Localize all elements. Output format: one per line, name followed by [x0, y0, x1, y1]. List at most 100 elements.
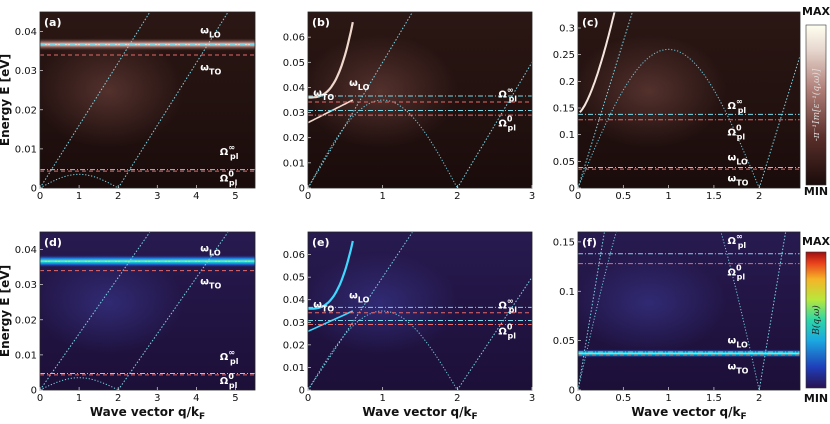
colorbar-bottom-min: MIN — [804, 392, 828, 405]
panel-e-omega-to-label: ωTO — [313, 300, 334, 314]
panel-a-ytick-label: 0.02 — [15, 105, 37, 116]
panel-a-eh-boundary-2 — [117, 12, 229, 188]
panel-b-xtick-label: 2 — [454, 191, 460, 202]
panel-f-continuum — [578, 252, 727, 354]
panel-b-ytick-label: 0.02 — [283, 133, 305, 144]
panel-a-ytick-label: 0.04 — [15, 27, 37, 38]
panel-f-ytick-label: 0.05 — [553, 336, 575, 347]
panel-a-xtick-label: 0 — [37, 191, 43, 202]
panel-d-eh-boundary-2 — [117, 232, 229, 390]
panel-a-ylabel: Energy E [eV] — [0, 54, 12, 146]
panel-a-xtick-label: 4 — [193, 191, 199, 202]
panel-b-ytick-label: 0 — [299, 184, 305, 195]
panel-a-ytick-label: 0.01 — [15, 144, 37, 155]
panel-d: ωLO ωTO Ω∞ pl Ω0 pl (d) 0 1 2 3 4 5 0 0.01 0.02 0.03 0.04… — [0, 231, 256, 422]
panel-d-xtick-label: 0 — [37, 393, 43, 404]
panel-a-omega-to-label: ωTO — [200, 63, 221, 77]
panel-f-xtick-label: 0 — [575, 393, 581, 404]
panel-a-label: (a) — [44, 16, 61, 29]
panel-e-ytick-label: 0.03 — [283, 318, 305, 329]
panel-b-omega-lo-label: ωLO — [349, 78, 370, 92]
panel-f-omega-to-label: ωTO — [728, 361, 749, 375]
panel-f-eh-boundary-1 — [578, 232, 605, 390]
colorbar-top-min: MIN — [804, 185, 828, 198]
panel-b-frame — [307, 11, 533, 189]
panel-e-xtick-label: 0 — [305, 393, 311, 404]
panel-c-omega-to-label: ωTO — [728, 174, 749, 188]
panel-c-ytick-label: 0 — [569, 184, 575, 195]
panel-a-dome — [40, 173, 119, 188]
panel-c-xtick-label: 1.5 — [706, 191, 722, 202]
panel-e-frame — [307, 231, 533, 391]
panel-d-omega-to-label: ωTO — [200, 277, 221, 291]
panel-e-ytick-label: 0.01 — [283, 363, 305, 374]
panel-c-ytick-label: 0.25 — [553, 50, 575, 61]
panel-d-xtick-label: 5 — [232, 393, 238, 404]
panel-b-ytick-label: 0.03 — [283, 108, 305, 119]
panel-e-xtick-label: 1 — [379, 393, 385, 404]
panel-e-plot — [308, 232, 532, 390]
colorbar-top-gradient — [805, 24, 827, 186]
panel-b-ytick-label: 0.01 — [283, 158, 305, 169]
panel-f-xtick-label: 0.5 — [615, 393, 631, 404]
panel-e-ytick-label: 0.06 — [283, 250, 305, 261]
panel-b-label: (b) — [312, 16, 330, 29]
panel-b-ytick-label: 0.05 — [283, 58, 305, 69]
panel-c-dome — [578, 48, 760, 188]
panel-e-lower-branch — [308, 310, 354, 333]
panel-d-frame — [39, 231, 256, 391]
panel-c-eh-boundary-2 — [758, 54, 800, 188]
panel-d-plot — [40, 232, 255, 390]
panel-c-xtick-label: 0.5 — [615, 191, 631, 202]
panel-b-xtick-label: 3 — [529, 191, 535, 202]
panel-f-label: (f) — [582, 236, 597, 249]
panel-b-xtick-label: 1 — [379, 191, 385, 202]
panel-b-omega-pl-inf-label: Ω∞ pl — [498, 86, 517, 104]
panel-e-omega-pl-inf-label: Ω∞ pl — [498, 297, 517, 315]
panel-f-eh-boundary-2 — [758, 232, 787, 390]
panel-c-xtick-label: 1 — [665, 191, 671, 202]
panel-b-omega-pl-0-label: Ω0 pl — [498, 114, 516, 132]
panel-c-plasmon-branch — [579, 12, 616, 113]
panel-c-eh-boundary-1 — [578, 12, 633, 188]
panel-e-ytick-label: 0.04 — [283, 295, 305, 306]
panel-e-xlabel: Wave vector q/kF — [362, 405, 477, 422]
panel-f-frame — [577, 231, 801, 391]
colorbar-bottom-max: MAX — [802, 235, 830, 248]
panel-d-xtick-label: 1 — [76, 393, 82, 404]
panel-b-eh-boundary-2 — [456, 61, 532, 188]
panel-e-upper-branch — [308, 240, 354, 310]
panel-c-omega-pl-inf-label: Ω∞ pl — [728, 97, 747, 115]
panel-f: Ω∞ pl Ω0 pl ωLO ωTO (f) 0 0.5 1 1.5 2 0 0.05 0.1 0.15 Wa… — [553, 231, 801, 422]
panel-a-plot — [40, 12, 255, 188]
panel-a-xtick-label: 1 — [76, 191, 82, 202]
panel-b-continuum — [308, 34, 459, 148]
panel-b-ytick-label: 0.04 — [283, 83, 305, 94]
panel-a-xtick-label: 3 — [154, 191, 160, 202]
panel-c-plot — [578, 12, 800, 188]
panel-b-xtick-label: 0 — [305, 191, 311, 202]
panel-e-xtick-label: 3 — [529, 393, 535, 404]
panel-a-xtick-label: 5 — [232, 191, 238, 202]
panel-d-continuum — [40, 252, 185, 354]
panel-f-lo-band — [578, 349, 800, 358]
panel-c-frame — [577, 11, 801, 189]
panel-a: ωLO ωTO Ω∞ pl Ω0 pl (a) 0 1 2 3 4 5 0 0.01 0.02 0.03 0.04… — [0, 11, 256, 202]
panel-c-xtick-label: 2 — [756, 191, 762, 202]
panel-e-continuum — [308, 252, 459, 354]
panel-d-ytick-label: 0 — [31, 386, 37, 397]
panel-d-omega-pl-0-label: Ω0 pl — [220, 372, 238, 390]
panel-d-ytick-label: 0.03 — [15, 280, 37, 291]
panel-b: ωTO ωLO Ω∞ pl Ω0 pl (b) 0 1 2 3 0 0.01 0.02 0.03 0.04 0.… — [283, 11, 535, 202]
panel-c-ytick-label: 0.05 — [553, 157, 575, 168]
panel-f-omega-pl-0-label: Ω0 pl — [728, 263, 746, 281]
panel-d-xtick-label: 2 — [115, 393, 121, 404]
panel-c-omega-pl-0-label: Ω0 pl — [728, 124, 746, 142]
panel-b-lower-branch — [308, 99, 354, 124]
panel-c-ytick-label: 0.1 — [559, 130, 575, 141]
panel-c-xtick-label: 0 — [575, 191, 581, 202]
colorbar-bottom-gradient — [805, 251, 827, 389]
panel-a-frame — [39, 11, 256, 189]
panel-d-omega-lo-label: ωLO — [200, 243, 221, 257]
panel-c-label: (c) — [582, 16, 599, 29]
